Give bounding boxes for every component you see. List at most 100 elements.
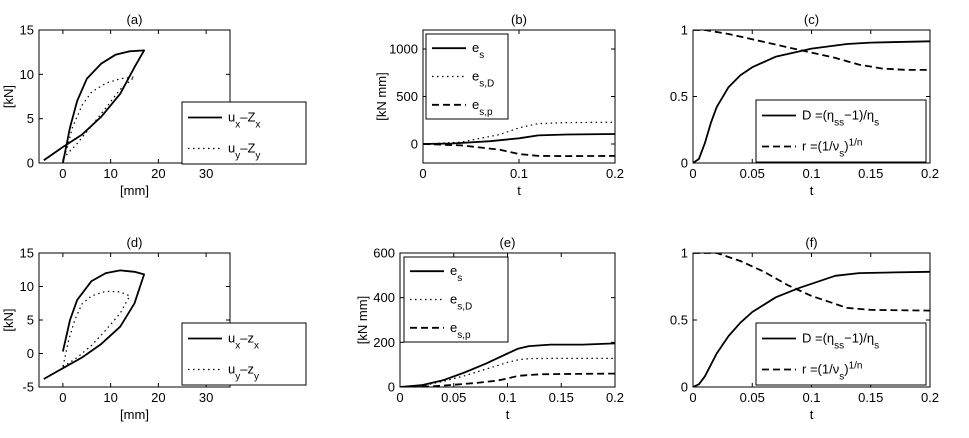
- legend-label-subscript: s,D: [457, 301, 472, 312]
- x-tick-label: 20: [151, 390, 165, 405]
- legend-label-part: −1)/η: [844, 108, 874, 123]
- series-line-dashed: [693, 253, 930, 312]
- legend-label: D =(ηss−1)/ηs: [802, 108, 879, 129]
- y-tick-label: 1: [681, 23, 688, 38]
- x-tick-label: 0.05: [740, 390, 765, 405]
- legend-label-subscript: s: [479, 50, 484, 61]
- legend-label: uy–Zy: [228, 141, 260, 162]
- x-tick-label: 0: [396, 390, 403, 405]
- legend-label: es,p: [450, 320, 471, 341]
- legend-label-main: u: [228, 141, 235, 156]
- legend-label: es,p: [472, 97, 493, 118]
- y-axis-label: [kN mm]: [374, 72, 389, 120]
- x-axis-label: [mm]: [120, 183, 149, 198]
- legend-label-part: =(η: [811, 331, 834, 346]
- x-tick-label: 0.2: [606, 166, 624, 181]
- y-tick-label: 0: [27, 346, 34, 361]
- x-tick-label: 0: [689, 390, 696, 405]
- y-tick-label: 5: [27, 313, 34, 328]
- legend-label: ux–zx: [228, 331, 259, 352]
- legend-label: es,D: [472, 69, 494, 90]
- series-line-solid: [400, 342, 615, 387]
- y-tick-label: 0: [27, 156, 34, 171]
- x-tick-label: 0.15: [549, 390, 574, 405]
- legend-label: es: [450, 263, 462, 284]
- legend-label-subscript: s,p: [479, 106, 493, 117]
- legend-label-main: e: [472, 40, 479, 55]
- legend-label-subscript: s: [457, 273, 462, 284]
- legend-box: [181, 101, 307, 165]
- x-tick-label: 10: [103, 166, 117, 181]
- legend-label: r =(1/νs)1/n: [802, 137, 862, 159]
- chart-title: (b): [511, 12, 527, 27]
- x-tick-label: 0.1: [498, 390, 516, 405]
- y-tick-label: 400: [373, 290, 395, 305]
- series-line-dotted: [62, 76, 136, 160]
- x-axis-label: t: [810, 183, 814, 198]
- y-tick-label: 200: [373, 335, 395, 350]
- legend-label: r =(1/νs)1/n: [802, 360, 862, 382]
- x-tick-label: 0.15: [858, 166, 883, 181]
- legend-label-subscript: s: [839, 148, 844, 159]
- legend-label-subscript: s: [834, 117, 839, 128]
- legend-label: uy–zy: [228, 362, 259, 383]
- x-tick-label: 0.05: [740, 166, 765, 181]
- legend-label-subscript: y: [254, 371, 259, 382]
- y-tick-label: 1: [681, 246, 688, 261]
- legend-label-main: u: [228, 362, 235, 377]
- legend-label-subscript: s,p: [457, 329, 471, 340]
- series-line-dashed: [693, 30, 930, 71]
- x-axis-label: t: [506, 407, 510, 422]
- x-tick-label: 0: [59, 166, 66, 181]
- chart-title: (f): [805, 235, 817, 250]
- legend-label-main: r: [802, 362, 807, 377]
- y-tick-label: 10: [20, 67, 34, 82]
- x-tick-label: 0.1: [802, 390, 820, 405]
- legend-label-subscript: s: [839, 371, 844, 382]
- legend-label-superscript: 1/n: [849, 137, 863, 148]
- legend-label-subscript: x: [235, 119, 240, 130]
- legend-label-main: r: [802, 139, 807, 154]
- legend-label-subscript: s: [874, 117, 879, 128]
- legend-label-part: −1)/η: [844, 331, 874, 346]
- x-tick-label: 20: [151, 166, 165, 181]
- x-axis-label: t: [810, 407, 814, 422]
- legend: D =(ηss−1)/ηs r =(1/νs)1/n: [755, 322, 927, 386]
- legend-label: ux–Zx: [228, 110, 260, 131]
- x-tick-label: 0: [689, 166, 696, 181]
- y-tick-label: 0: [411, 137, 418, 152]
- legend-box: [181, 322, 307, 386]
- legend: ux–Zx uy–Zy: [181, 101, 307, 165]
- x-tick-label: 0.2: [921, 390, 939, 405]
- x-tick-label: 0: [419, 166, 426, 181]
- y-tick-label: 1000: [389, 42, 418, 57]
- x-tick-label: 10: [103, 390, 117, 405]
- legend-label: D =(ηss−1)/ηs: [802, 331, 879, 352]
- legend-label-subscript: y: [235, 150, 240, 161]
- x-tick-label: 0.05: [441, 390, 466, 405]
- legend-label-part: –Z: [240, 110, 255, 125]
- y-tick-label: -5: [22, 380, 34, 395]
- legend-label-main: e: [450, 320, 457, 335]
- y-tick-label: 0: [388, 380, 395, 395]
- y-tick-label: 10: [20, 279, 34, 294]
- x-tick-label: 0: [59, 390, 66, 405]
- legend-label-main: e: [450, 292, 457, 307]
- y-tick-label: 600: [373, 246, 395, 261]
- y-tick-label: 0.5: [670, 313, 688, 328]
- legend-label-superscript: 1/n: [849, 360, 863, 371]
- legend-label: es: [472, 40, 484, 61]
- chart-title: (e): [500, 235, 516, 250]
- y-tick-label: 0: [681, 156, 688, 171]
- y-tick-label: 0: [681, 380, 688, 395]
- series-line-dotted: [423, 121, 615, 145]
- legend-label-part: =(1/ν: [806, 362, 839, 377]
- x-tick-label: 0.15: [858, 390, 883, 405]
- x-tick-label: 0.1: [510, 166, 528, 181]
- legend-label-subscript: y: [235, 371, 240, 382]
- legend-label-part: –z: [240, 331, 254, 346]
